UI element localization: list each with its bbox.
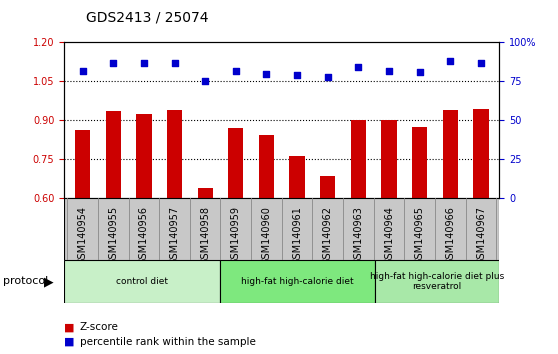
- Text: GSM140961: GSM140961: [292, 206, 302, 264]
- Text: GDS2413 / 25074: GDS2413 / 25074: [86, 11, 209, 25]
- Text: ■: ■: [64, 337, 75, 347]
- Bar: [228, 128, 243, 198]
- Bar: [473, 109, 489, 198]
- Bar: [290, 156, 305, 198]
- Bar: [259, 135, 274, 198]
- Point: [78, 68, 87, 73]
- Point: [384, 68, 393, 73]
- Bar: [442, 110, 458, 198]
- Text: GSM140967: GSM140967: [476, 206, 486, 265]
- Bar: [167, 110, 182, 198]
- Text: high-fat high-calorie diet plus
resveratrol: high-fat high-calorie diet plus resverat…: [370, 272, 504, 291]
- Bar: [382, 120, 397, 198]
- Text: GSM140954: GSM140954: [78, 206, 88, 265]
- Text: Z-score: Z-score: [80, 322, 119, 332]
- Text: GSM140966: GSM140966: [445, 206, 455, 264]
- Bar: [136, 114, 152, 198]
- Point: [415, 69, 424, 75]
- Text: GSM140958: GSM140958: [200, 206, 210, 265]
- Bar: [412, 127, 427, 198]
- Text: high-fat high-calorie diet: high-fat high-calorie diet: [241, 277, 354, 286]
- Bar: [64, 260, 220, 303]
- Point: [477, 60, 485, 65]
- Bar: [320, 176, 335, 198]
- Text: GSM140960: GSM140960: [262, 206, 271, 264]
- Text: percentile rank within the sample: percentile rank within the sample: [80, 337, 256, 347]
- Bar: [64, 198, 499, 260]
- Point: [292, 72, 301, 78]
- Text: GSM140964: GSM140964: [384, 206, 394, 264]
- Text: protocol: protocol: [3, 276, 48, 286]
- Text: GSM140955: GSM140955: [108, 206, 118, 265]
- Text: GSM140963: GSM140963: [353, 206, 363, 264]
- Bar: [198, 188, 213, 198]
- Point: [262, 71, 271, 76]
- Bar: [75, 130, 90, 198]
- Point: [232, 68, 240, 73]
- Text: GSM140959: GSM140959: [231, 206, 241, 265]
- Text: GSM140965: GSM140965: [415, 206, 425, 265]
- Point: [354, 64, 363, 70]
- Text: control diet: control diet: [116, 277, 168, 286]
- Point: [201, 79, 210, 84]
- Bar: [220, 260, 375, 303]
- Text: ▶: ▶: [44, 275, 54, 288]
- Text: ■: ■: [64, 322, 75, 332]
- Point: [109, 60, 118, 65]
- Bar: [351, 120, 366, 198]
- Point: [170, 60, 179, 65]
- Point: [140, 60, 148, 65]
- Bar: [105, 111, 121, 198]
- Point: [446, 58, 455, 64]
- Text: GSM140956: GSM140956: [139, 206, 149, 265]
- Bar: [375, 260, 499, 303]
- Text: GSM140957: GSM140957: [170, 206, 180, 265]
- Point: [323, 74, 332, 80]
- Text: GSM140962: GSM140962: [323, 206, 333, 265]
